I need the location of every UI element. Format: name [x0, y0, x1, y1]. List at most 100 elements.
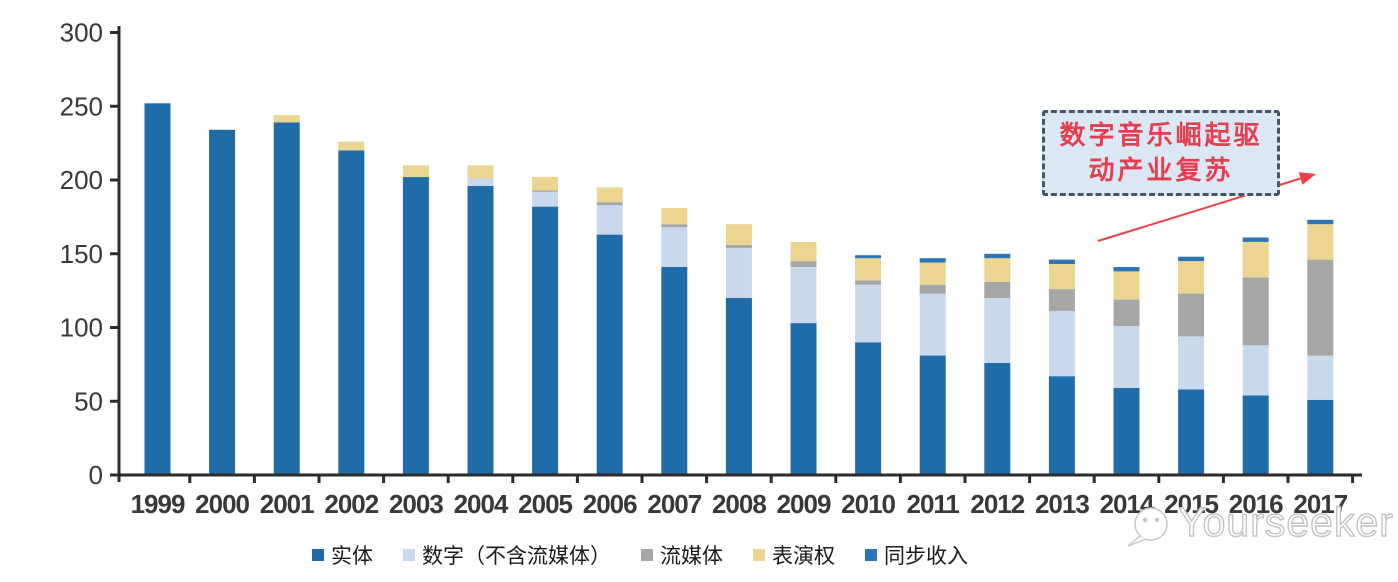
x-tick-label: 2010	[841, 489, 895, 519]
bar-segment-2008	[725, 224, 752, 245]
bar-segment-2006	[596, 234, 623, 475]
chart-legend: 实体 数字（不含流媒体） 流媒体 表演权 同步收入	[0, 540, 1280, 570]
watermark-text: Yourseeker	[1178, 499, 1394, 545]
bar-segment-2011	[919, 355, 946, 475]
bar-segment-2002	[338, 141, 365, 151]
x-tick-label: 2002	[324, 489, 378, 519]
bar-segment-2012	[984, 298, 1011, 363]
legend-label: 流媒体	[660, 544, 723, 568]
bar-segment-2011	[919, 262, 946, 285]
bar-segment-2015	[1178, 261, 1205, 294]
x-tick-label: 2017	[1293, 489, 1347, 519]
bar-segment-2008	[725, 298, 752, 475]
logo-tail	[1127, 535, 1147, 547]
legend-item: 数字（不含流媒体）	[403, 540, 611, 570]
y-tick-label: 0	[89, 460, 103, 490]
logo-face	[1134, 507, 1168, 541]
bar-segment-2017	[1307, 219, 1334, 225]
bar-segment-2013	[1048, 264, 1075, 290]
logo-eye-left	[1142, 517, 1148, 523]
annotation-text-line2: 动产业复苏	[1088, 156, 1234, 185]
bar-segment-2014	[1113, 326, 1140, 388]
x-tick-label: 2005	[518, 489, 572, 519]
chat-bubble-face-icon	[1127, 507, 1168, 547]
y-tick-label: 150	[60, 239, 103, 269]
logo-eye-right	[1154, 517, 1160, 523]
legend-label: 实体	[331, 544, 373, 568]
bar-segment-2014	[1113, 271, 1140, 300]
x-tick-label: 2001	[260, 489, 314, 519]
legend-item: 表演权	[753, 540, 835, 570]
legend-label: 数字（不含流媒体）	[422, 544, 611, 568]
bar-segment-2007	[661, 208, 688, 225]
bar-segment-2006	[596, 202, 623, 206]
x-tick-label: 1999	[131, 489, 185, 519]
bar-segment-2009	[790, 267, 817, 324]
bar-segment-2015	[1178, 389, 1205, 475]
legend-swatch-icon	[753, 549, 765, 561]
bar-segment-2014	[1113, 388, 1140, 475]
y-tick-label: 100	[60, 313, 103, 343]
legend-label: 表演权	[772, 544, 835, 568]
y-tick-label: 300	[60, 18, 103, 48]
bar-segment-2003	[402, 165, 429, 178]
bar-segment-1999	[144, 103, 171, 476]
bar-segment-2004	[467, 178, 494, 186]
bar-segment-2016	[1242, 237, 1269, 242]
bar-segment-2004	[467, 185, 494, 475]
legend-item: 实体	[312, 540, 373, 570]
x-tick-label: 2013	[1035, 489, 1089, 519]
legend-swatch-icon	[403, 549, 415, 561]
bar-segment-2010	[855, 258, 882, 281]
bar-segment-2017	[1307, 259, 1334, 356]
bar-segment-2008	[725, 244, 752, 248]
bar-segment-2013	[1048, 376, 1075, 475]
bar-segment-2015	[1178, 256, 1205, 262]
legend-swatch-icon	[312, 549, 324, 561]
bar-segment-2009	[790, 261, 817, 267]
bar-segment-2016	[1242, 277, 1269, 346]
bar-segment-2005	[532, 190, 559, 192]
x-tick-label: 2004	[454, 489, 509, 519]
bar-segment-2014	[1113, 267, 1140, 272]
bar-segment-2002	[338, 150, 365, 475]
x-tick-label: 2003	[389, 489, 443, 519]
bar-segment-2011	[919, 258, 946, 263]
x-tick-label: 2007	[647, 489, 701, 519]
bar-segment-2012	[984, 362, 1011, 475]
bar-segment-2012	[984, 281, 1011, 298]
legend-swatch-icon	[641, 549, 653, 561]
bar-segment-2009	[790, 323, 817, 475]
bar-segment-2013	[1048, 289, 1075, 312]
x-tick-label: 2012	[970, 489, 1024, 519]
annotation-arrow-head	[1298, 172, 1316, 185]
bar-segment-2014	[1113, 299, 1140, 327]
x-tick-label: 2000	[195, 489, 249, 519]
bar-segment-2010	[855, 280, 882, 285]
bar-segment-2001	[273, 115, 300, 123]
bar-segment-2013	[1048, 311, 1075, 377]
annotation-callout: 数字音乐崛起驱 动产业复苏	[1042, 110, 1280, 196]
x-tick-label: 2009	[777, 489, 831, 519]
watermark: Yourseeker	[1127, 498, 1394, 547]
bar-segment-2003	[402, 177, 429, 475]
legend-swatch-icon	[865, 549, 877, 561]
y-tick-label: 200	[60, 165, 103, 195]
bar-segment-2012	[984, 253, 1011, 259]
y-tick-label: 50	[74, 386, 103, 416]
bar-segment-2011	[919, 284, 946, 294]
x-tick-label: 2011	[906, 489, 959, 519]
bar-segment-2017	[1307, 399, 1334, 475]
x-tick-label: 2006	[583, 489, 637, 519]
bar-segment-2005	[532, 191, 559, 207]
x-tick-label: 2008	[712, 489, 766, 519]
bar-segment-2007	[661, 224, 688, 228]
bar-segment-2009	[790, 241, 817, 262]
bar-segment-2017	[1307, 355, 1334, 400]
bar-segment-2016	[1242, 241, 1269, 278]
x-tick-label: 2015	[1164, 489, 1218, 519]
bar-segment-2010	[855, 342, 882, 476]
bar-segment-2015	[1178, 336, 1205, 390]
